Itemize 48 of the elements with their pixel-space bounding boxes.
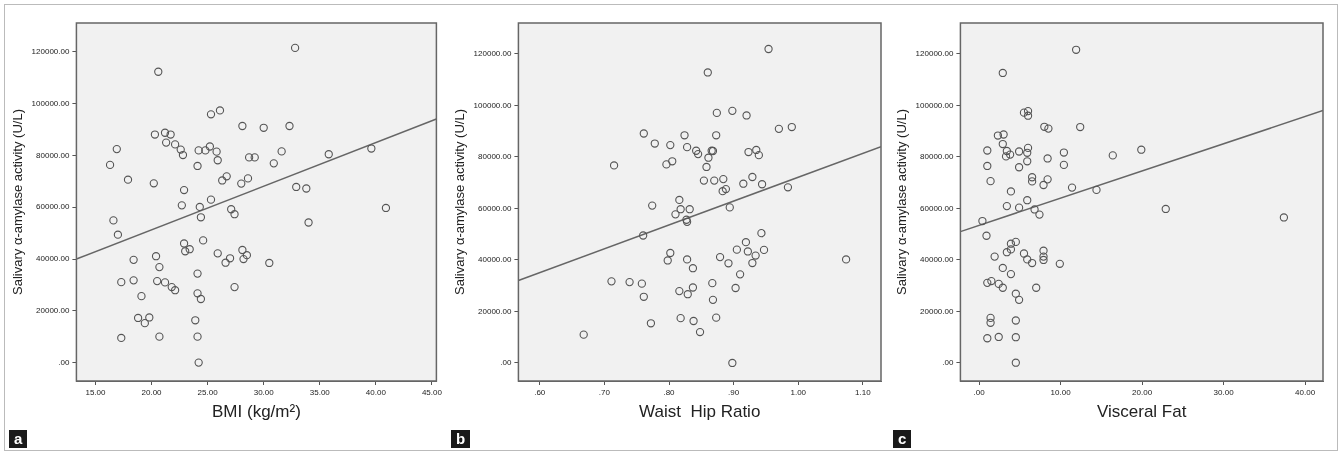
y-tick-label: .00: [58, 358, 70, 368]
y-axis-title: Salivary α-amylase activity (U/L): [894, 109, 910, 295]
x-tick-label: 30.00: [253, 388, 275, 397]
x-tick-label: 20.00: [141, 388, 163, 397]
x-tick-label: 15.00: [85, 388, 107, 397]
y-axis-title: Salivary α-amylase activity (U/L): [10, 109, 26, 295]
y-tick-label: 60000.00: [36, 202, 70, 212]
y-tick-label: .00: [942, 358, 954, 368]
x-axis-title: BMI (kg/m²): [212, 402, 301, 422]
text: c: [893, 430, 912, 448]
x-tick-label: 20.00: [1132, 388, 1153, 397]
y-tick-label: 60000.00: [920, 203, 954, 213]
y-tick-label: 20000.00: [920, 306, 954, 316]
x-tick-label: .60: [534, 388, 546, 397]
x-tick-label: .80: [663, 388, 676, 397]
y-tick-label: 120000.00: [915, 49, 954, 59]
x-axis-title: Visceral Fat: [1096, 402, 1187, 422]
x-tick-label: .00: [973, 388, 986, 397]
x-axis-title: Waist Hip Ratio: [639, 402, 761, 422]
y-tick-label: 80000.00: [478, 152, 512, 162]
y-tick-label: 40000.00: [920, 255, 954, 265]
y-tick-label: 20000.00: [36, 306, 70, 316]
x-tick-label: 45.00: [421, 388, 443, 397]
y-axis-title: Salivary α-amylase activity (U/L): [452, 109, 468, 295]
x-tick-label: 1.00: [790, 388, 807, 397]
y-tick-label: 120000.00: [473, 49, 512, 59]
y-tick-label: 120000.00: [31, 46, 70, 56]
y-tick-label: 40000.00: [36, 254, 70, 264]
y-tick-label: 80000.00: [36, 150, 70, 160]
y-tick-label: 100000.00: [915, 100, 954, 110]
y-tick-label: 20000.00: [478, 306, 512, 316]
x-tick-label: 30.00: [1213, 388, 1235, 397]
text: a: [9, 430, 28, 448]
x-tick-label: 35.00: [309, 388, 331, 397]
x-tick-label: 25.00: [197, 388, 219, 397]
y-tick-label: 60000.00: [478, 203, 512, 213]
y-tick-label: .00: [500, 358, 512, 368]
x-tick-label: 10.00: [1050, 388, 1072, 397]
y-tick-label: 80000.00: [920, 152, 954, 162]
x-tick-label: .90: [728, 388, 740, 397]
text: b: [451, 430, 471, 448]
y-tick-label: 100000.00: [473, 100, 512, 110]
x-tick-label: 40.00: [365, 388, 387, 397]
x-tick-label: 40.00: [1295, 388, 1316, 397]
x-tick-label: .70: [598, 388, 611, 397]
y-tick-label: 100000.00: [31, 98, 70, 108]
y-tick-label: 40000.00: [478, 255, 512, 265]
x-tick-label: 1.10: [855, 388, 872, 397]
